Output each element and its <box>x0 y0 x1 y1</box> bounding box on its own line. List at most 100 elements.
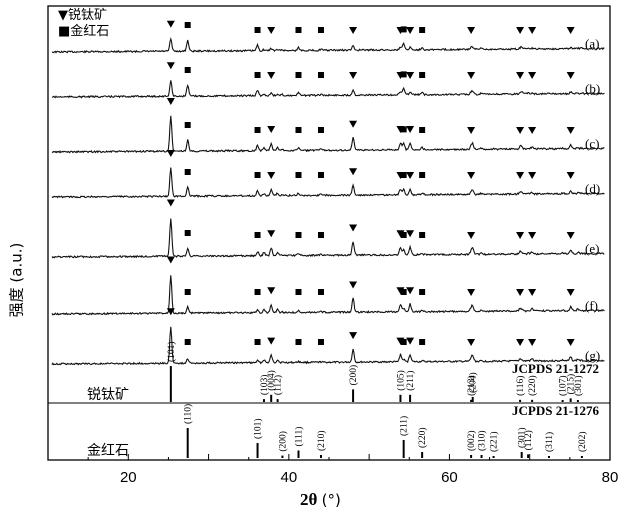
anatase-marker <box>349 282 357 289</box>
rutile-marker <box>255 172 261 178</box>
rutile-hkl-label: (200) <box>277 431 288 452</box>
anatase-marker <box>528 72 536 79</box>
anatase-hkl-label: (200) <box>348 365 359 386</box>
anatase-marker <box>516 232 524 239</box>
rutile-hkl-label: (202) <box>577 431 588 452</box>
anatase-marker <box>267 72 275 79</box>
x-tick-label: 60 <box>441 469 458 486</box>
rutile-marker <box>401 232 407 238</box>
rutile-hkl-label: (310) <box>477 430 488 451</box>
anatase-marker <box>467 339 475 346</box>
rutile-marker <box>419 289 425 295</box>
rutile-marker <box>255 127 261 133</box>
anatase-marker <box>267 230 275 237</box>
anatase-marker <box>349 225 357 232</box>
rutile-hkl-label: (220) <box>417 427 428 448</box>
rutile-marker <box>255 27 261 33</box>
rutile-card: JCPDS 21-1276 <box>512 403 599 419</box>
reference-sticks: (101)(103)(004)(112)(200)(105)(211)(213)… <box>166 341 588 458</box>
rutile-marker <box>419 27 425 33</box>
anatase-marker <box>567 339 575 346</box>
anatase-marker <box>267 27 275 34</box>
rutile-hkl-label: (112) <box>523 430 534 450</box>
xrd-pattern-line <box>52 116 604 153</box>
anatase-hkl-label: (301) <box>573 375 584 396</box>
rutile-marker <box>419 127 425 133</box>
anatase-marker <box>467 72 475 79</box>
anatase-marker <box>516 172 524 179</box>
rutile-marker <box>401 71 407 77</box>
anatase-marker <box>467 232 475 239</box>
anatase-marker <box>406 287 414 294</box>
rutile-marker <box>401 26 407 32</box>
rutile-marker <box>419 172 425 178</box>
rutile-marker <box>318 339 324 345</box>
anatase-marker <box>167 257 175 264</box>
rutile-marker <box>185 22 191 28</box>
anatase-marker <box>267 126 275 133</box>
anatase-marker <box>406 172 414 179</box>
anatase-hkl-label: (112) <box>273 375 284 395</box>
rutile-marker <box>401 172 407 178</box>
rutile-marker <box>318 27 324 33</box>
anatase-hkl-label: (116) <box>515 376 526 396</box>
rutile-marker <box>419 339 425 345</box>
rutile-marker <box>185 230 191 236</box>
anatase-ref-label: 锐钛矿 <box>87 384 129 404</box>
x-axis-title: 2θ (°) <box>300 490 341 510</box>
anatase-marker <box>528 172 536 179</box>
anatase-marker <box>406 230 414 237</box>
anatase-marker <box>167 98 175 105</box>
rutile-marker <box>185 67 191 73</box>
rutile-hkl-label: (210) <box>316 430 327 451</box>
rutile-marker <box>185 122 191 128</box>
anatase-marker <box>406 27 414 34</box>
legend-rutile: ■金红石 <box>58 20 109 39</box>
rutile-marker <box>401 289 407 295</box>
x-axis-ticks: 20406080 <box>48 454 618 486</box>
anatase-marker <box>167 200 175 207</box>
rutile-hkl-label: (211) <box>399 416 410 436</box>
rutile-marker <box>295 289 301 295</box>
xrd-patterns: (a)(b)(c)(d)(e)(f)(g) <box>52 36 604 365</box>
anatase-marker <box>516 72 524 79</box>
rutile-hkl-label: (311) <box>544 432 555 452</box>
xrd-pattern-line <box>52 80 604 97</box>
anatase-marker <box>528 232 536 239</box>
anatase-marker <box>167 21 175 28</box>
anatase-marker <box>267 172 275 179</box>
anatase-marker <box>167 62 175 69</box>
anatase-marker <box>406 338 414 345</box>
pattern-label: (a) <box>585 36 599 51</box>
x-tick-label: 20 <box>120 469 137 486</box>
anatase-hkl-label: (220) <box>527 375 538 396</box>
anatase-marker <box>516 339 524 346</box>
anatase-marker <box>567 232 575 239</box>
rutile-marker <box>295 232 301 238</box>
rutile-marker <box>295 172 301 178</box>
rutile-marker <box>318 232 324 238</box>
rutile-marker <box>255 232 261 238</box>
anatase-marker <box>528 339 536 346</box>
rutile-hkl-label: (002) <box>466 430 477 451</box>
rutile-marker <box>295 27 301 33</box>
rutile-marker <box>318 172 324 178</box>
anatase-marker <box>567 127 575 134</box>
rutile-marker <box>295 339 301 345</box>
rutile-marker <box>419 232 425 238</box>
anatase-marker <box>567 172 575 179</box>
anatase-marker <box>567 72 575 79</box>
anatase-marker <box>349 72 357 79</box>
anatase-hkl-label: (105) <box>395 370 406 391</box>
rutile-marker <box>401 339 407 345</box>
xrd-pattern-line <box>52 219 604 258</box>
rutile-hkl-label: (111) <box>293 427 304 447</box>
anatase-marker <box>267 338 275 345</box>
rutile-marker <box>419 72 425 78</box>
pattern-label: (e) <box>585 241 599 256</box>
rutile-marker <box>185 339 191 345</box>
anatase-marker <box>267 287 275 294</box>
rutile-hkl-label: (110) <box>183 404 194 424</box>
anatase-marker <box>467 127 475 134</box>
anatase-marker <box>516 289 524 296</box>
